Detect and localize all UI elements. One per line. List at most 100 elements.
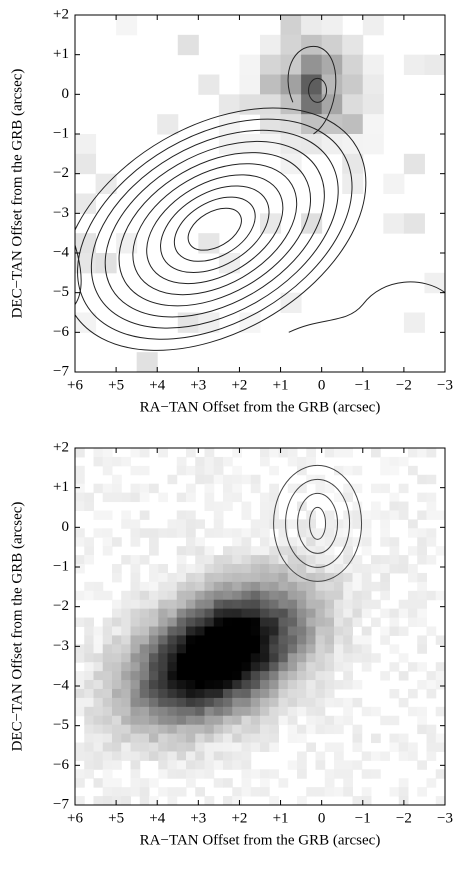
- pixel: [149, 688, 159, 699]
- pixel: [389, 501, 400, 511]
- pixel: [232, 537, 242, 547]
- pixel: [398, 778, 409, 788]
- pixel: [269, 555, 279, 565]
- pixel: [158, 706, 168, 717]
- pixel: [306, 787, 316, 797]
- pixel: [223, 715, 233, 726]
- pixel: [250, 787, 261, 797]
- pixel: [93, 581, 104, 592]
- pixel: [139, 688, 150, 699]
- pixel: [269, 796, 279, 805]
- y-tick-label: −1: [53, 558, 69, 574]
- y-tick-label: −6: [53, 757, 69, 773]
- pixel: [223, 671, 233, 681]
- pixel: [250, 715, 261, 726]
- pixel: [75, 193, 97, 214]
- pixel: [204, 626, 215, 636]
- pixel: [93, 733, 104, 744]
- pixel: [176, 572, 187, 583]
- pixel: [204, 769, 215, 779]
- pixel: [343, 635, 353, 645]
- pixel: [250, 581, 261, 592]
- x-tick-label: +3: [190, 377, 206, 393]
- pixel: [223, 706, 233, 717]
- pixel: [136, 352, 158, 372]
- pixel: [204, 751, 215, 761]
- pixel: [130, 483, 141, 494]
- pixel: [112, 724, 122, 735]
- pixel: [287, 590, 298, 601]
- pixel: [315, 635, 326, 645]
- pixel: [158, 715, 168, 726]
- pixel: [301, 74, 323, 95]
- pixel: [186, 546, 196, 556]
- pixel: [223, 501, 233, 511]
- pixel: [334, 590, 344, 601]
- pixel: [408, 528, 418, 538]
- pixel: [408, 572, 418, 583]
- pixel: [297, 644, 307, 654]
- pixel: [398, 653, 409, 663]
- pixel: [232, 590, 242, 601]
- pixel: [167, 787, 178, 797]
- pixel: [158, 769, 168, 779]
- pixel: [241, 564, 252, 574]
- pixel: [260, 590, 270, 601]
- pixel: [315, 724, 326, 735]
- pixel: [260, 74, 282, 95]
- pixel: [306, 546, 316, 556]
- pixel: [195, 608, 205, 619]
- pixel: [260, 688, 270, 699]
- pixel: [149, 617, 159, 627]
- pixel: [297, 599, 307, 610]
- pixel: [158, 733, 168, 744]
- pixel: [149, 662, 159, 672]
- pixel: [417, 555, 427, 565]
- pixel: [250, 608, 261, 619]
- pixel: [426, 537, 437, 547]
- pixel: [213, 456, 224, 467]
- pixel: [218, 114, 240, 135]
- pixel: [334, 715, 344, 726]
- pixel: [195, 653, 205, 663]
- pixel: [139, 787, 150, 797]
- pixel: [130, 769, 141, 779]
- pixel: [324, 537, 335, 547]
- pixel: [112, 653, 122, 663]
- pixel: [139, 528, 150, 538]
- pixel: [112, 537, 122, 547]
- pixel: [213, 680, 224, 690]
- pixel: [269, 492, 279, 503]
- pixel: [149, 528, 159, 538]
- pixel: [204, 546, 215, 556]
- pixel: [280, 134, 302, 155]
- x-tick-label: 0: [318, 810, 326, 826]
- pixel: [186, 519, 196, 529]
- pixel: [343, 644, 353, 654]
- pixel: [278, 572, 289, 583]
- pixel: [158, 564, 168, 574]
- pixel: [241, 644, 252, 654]
- pixel: [112, 572, 122, 583]
- pixel: [278, 635, 289, 645]
- pixel: [398, 608, 409, 619]
- pixel: [130, 555, 141, 565]
- pixel: [280, 15, 302, 36]
- pixel: [426, 671, 437, 681]
- pixel: [250, 555, 261, 565]
- pixel: [241, 528, 252, 538]
- pixel: [315, 706, 326, 717]
- pixel: [324, 590, 335, 601]
- pixel: [260, 680, 270, 690]
- pixel: [260, 528, 270, 538]
- pixel: [93, 528, 104, 538]
- pixel: [75, 644, 85, 654]
- pixel: [260, 564, 270, 574]
- pixel: [417, 599, 427, 610]
- pixel: [186, 510, 196, 520]
- pixel: [93, 590, 104, 601]
- pixel: [297, 555, 307, 565]
- pixel: [287, 653, 298, 663]
